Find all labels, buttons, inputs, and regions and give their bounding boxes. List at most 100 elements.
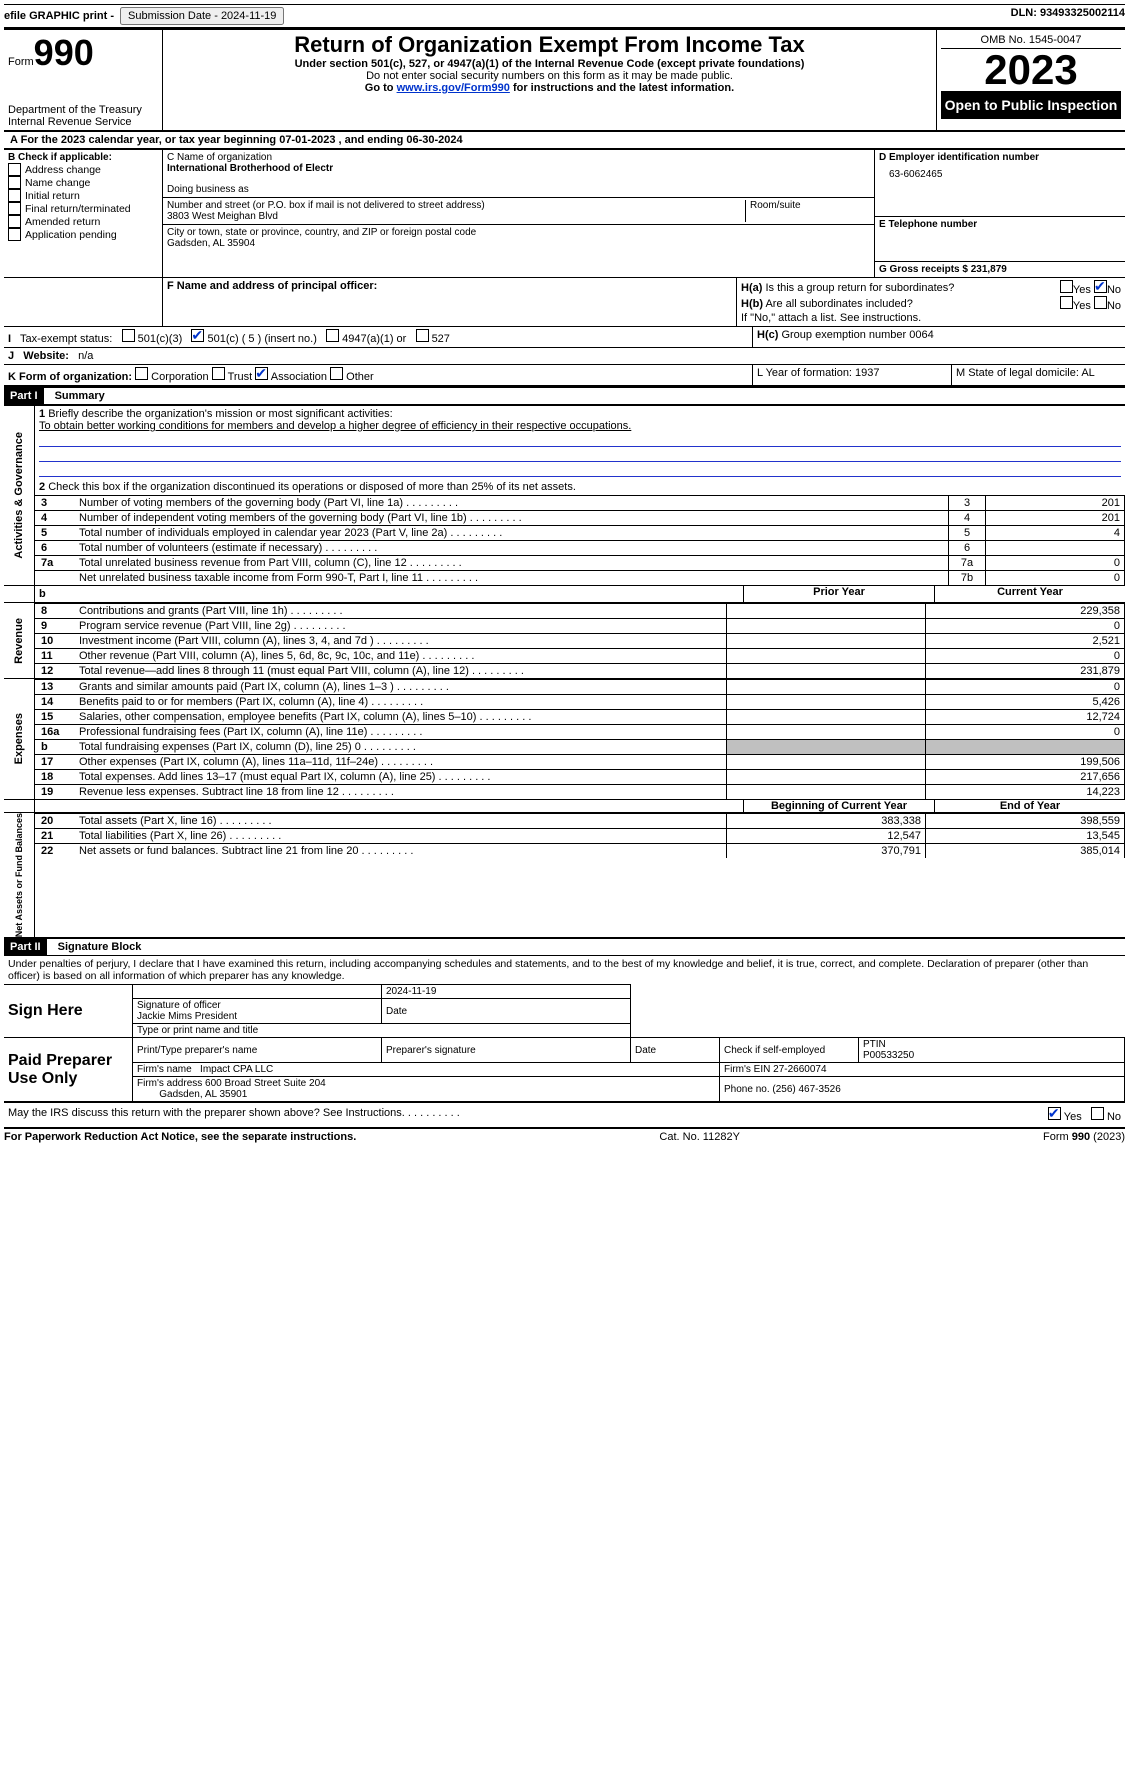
address-change-checkbox[interactable] xyxy=(8,163,21,176)
part1-bar: Part I Summary xyxy=(4,387,1125,405)
gross-receipts: G Gross receipts $ 231,879 xyxy=(875,262,1125,277)
sign-here-label: Sign Here xyxy=(4,985,133,1038)
form-title: Return of Organization Exempt From Incom… xyxy=(167,32,932,58)
governance-table: 3 Number of voting members of the govern… xyxy=(35,495,1125,585)
line-a: A For the 2023 calendar year, or tax yea… xyxy=(4,130,1125,148)
i-o2: 501(c) ( 5 ) (insert no.) xyxy=(207,333,316,345)
line2-label: Check this box if the organization disco… xyxy=(48,481,576,493)
4947-checkbox[interactable] xyxy=(326,329,339,342)
table-row: 14 Benefits paid to or for members (Part… xyxy=(35,695,1125,710)
org-name-label: C Name of organization xyxy=(167,152,870,163)
firm-addr1: 600 Broad Street Suite 204 xyxy=(205,1078,326,1089)
i-label: Tax-exempt status: xyxy=(20,333,112,345)
prep-sig-label: Preparer's signature xyxy=(382,1038,631,1063)
signature-table: Sign Here 2024-11-19 Signature of office… xyxy=(4,984,1125,1102)
sig-declaration: Under penalties of perjury, I declare th… xyxy=(4,956,1125,984)
pending-checkbox[interactable] xyxy=(8,228,21,241)
block-b-label: B Check if applicable: xyxy=(8,152,158,163)
revenue-tab: Revenue xyxy=(13,618,25,664)
table-row: b Total fundraising expenses (Part IX, c… xyxy=(35,740,1125,755)
j-label: Website: xyxy=(23,350,69,362)
i-o4: 527 xyxy=(432,333,450,345)
expenses-tab: Expenses xyxy=(13,713,25,764)
phone-label: E Telephone number xyxy=(879,219,1121,230)
block-f-label: F Name and address of principal officer: xyxy=(163,278,737,326)
expenses-section: Expenses 13 Grants and similar amounts p… xyxy=(4,678,1125,799)
table-row: 18 Total expenses. Add lines 13–17 (must… xyxy=(35,770,1125,785)
ein-label: D Employer identification number xyxy=(879,152,1121,163)
submission-button[interactable]: Submission Date - 2024-11-19 xyxy=(120,7,284,25)
firm-addr2: Gadsden, AL 35901 xyxy=(159,1089,247,1100)
identity-block: B Check if applicable: Address change Na… xyxy=(4,148,1125,277)
name-change-checkbox[interactable] xyxy=(8,176,21,189)
table-row: Net unrelated business taxable income fr… xyxy=(35,571,1125,586)
sig-date: 2024-11-19 xyxy=(382,985,631,999)
street-label: Number and street (or P.O. box if mail i… xyxy=(167,200,745,211)
goto-tail: for instructions and the latest informat… xyxy=(513,82,734,94)
trust-checkbox[interactable] xyxy=(212,367,225,380)
activities-tab: Activities & Governance xyxy=(13,432,25,559)
ha-yes[interactable] xyxy=(1060,280,1073,293)
line-a-text: For the 2023 calendar year, or tax year … xyxy=(21,134,463,146)
may-irs-label: May the IRS discuss this return with the… xyxy=(8,1107,405,1119)
hb-yes[interactable] xyxy=(1060,296,1073,309)
cat-number: Cat. No. 11282Y xyxy=(659,1131,740,1143)
k-label: K Form of organization: xyxy=(8,371,132,383)
tax-year: 2023 xyxy=(941,49,1121,91)
form-label: Form xyxy=(8,56,34,68)
goto-link[interactable]: www.irs.gov/Form990 xyxy=(397,82,510,94)
irs-label: Internal Revenue Service xyxy=(8,116,158,128)
501c-checkbox[interactable] xyxy=(191,329,204,342)
firm-name: Impact CPA LLC xyxy=(200,1064,273,1075)
dln-label: DLN: 93493325002114 xyxy=(1011,7,1125,25)
firm-name-label: Firm's name xyxy=(137,1064,192,1075)
other-checkbox[interactable] xyxy=(330,367,343,380)
corp-checkbox[interactable] xyxy=(135,367,148,380)
opt-address: Address change xyxy=(25,164,101,176)
city-label: City or town, state or province, country… xyxy=(167,227,870,238)
year-formation: L Year of formation: 1937 xyxy=(753,365,952,385)
tax-status-row: I Tax-exempt status: 501(c)(3) 501(c) ( … xyxy=(4,326,1125,347)
527-checkbox[interactable] xyxy=(416,329,429,342)
beg-year-hdr: Beginning of Current Year xyxy=(743,800,934,812)
ptin-label: PTIN xyxy=(863,1039,886,1050)
opt-amended: Amended return xyxy=(25,216,100,228)
opt-name: Name change xyxy=(25,177,90,189)
firm-ein: Firm's EIN 27-2660074 xyxy=(720,1063,1125,1077)
ha-no[interactable] xyxy=(1094,280,1107,293)
firm-phone: Phone no. (256) 467-3526 xyxy=(720,1077,1125,1102)
line1-label: Briefly describe the organization's miss… xyxy=(48,408,392,420)
k-o3: Association xyxy=(271,371,327,383)
table-row: 20 Total assets (Part X, line 16) 383,33… xyxy=(35,814,1125,829)
assoc-checkbox[interactable] xyxy=(255,367,268,380)
dba-label: Doing business as xyxy=(167,184,870,195)
discuss-yes[interactable] xyxy=(1048,1107,1061,1120)
ptin-value: P00533250 xyxy=(863,1050,914,1061)
table-row: 9 Program service revenue (Part VIII, li… xyxy=(35,619,1125,634)
part2-bar: Part II Signature Block xyxy=(4,938,1125,956)
net-assets-tab: Net Assets or Fund Balances xyxy=(14,813,24,937)
table-row: 3 Number of voting members of the govern… xyxy=(35,496,1125,511)
discuss-no[interactable] xyxy=(1091,1107,1104,1120)
subtitle2: Do not enter social security numbers on … xyxy=(167,70,932,82)
hc-label: Group exemption number 0064 xyxy=(781,329,933,341)
i-o3: 4947(a)(1) or xyxy=(342,333,406,345)
self-emp-label: Check if self-employed xyxy=(724,1045,825,1056)
hb-no[interactable] xyxy=(1094,296,1107,309)
goto-label: Go to xyxy=(365,82,397,94)
website-row: J Website: n/a xyxy=(4,347,1125,364)
revenue-section: Revenue 8 Contributions and grants (Part… xyxy=(4,602,1125,678)
table-row: 7a Total unrelated business revenue from… xyxy=(35,556,1125,571)
activities-section: Activities & Governance 1 Briefly descri… xyxy=(4,405,1125,585)
prep-date-label: Date xyxy=(631,1038,720,1063)
final-return-checkbox[interactable] xyxy=(8,202,21,215)
table-row: 6 Total number of volunteers (estimate i… xyxy=(35,541,1125,556)
part1-title: Summary xyxy=(47,390,105,402)
501c3-checkbox[interactable] xyxy=(122,329,135,342)
amended-checkbox[interactable] xyxy=(8,215,21,228)
table-row: 16a Professional fundraising fees (Part … xyxy=(35,725,1125,740)
table-row: 5 Total number of individuals employed i… xyxy=(35,526,1125,541)
prior-year-hdr: Prior Year xyxy=(743,586,934,602)
current-year-hdr: Current Year xyxy=(934,586,1125,602)
initial-return-checkbox[interactable] xyxy=(8,189,21,202)
